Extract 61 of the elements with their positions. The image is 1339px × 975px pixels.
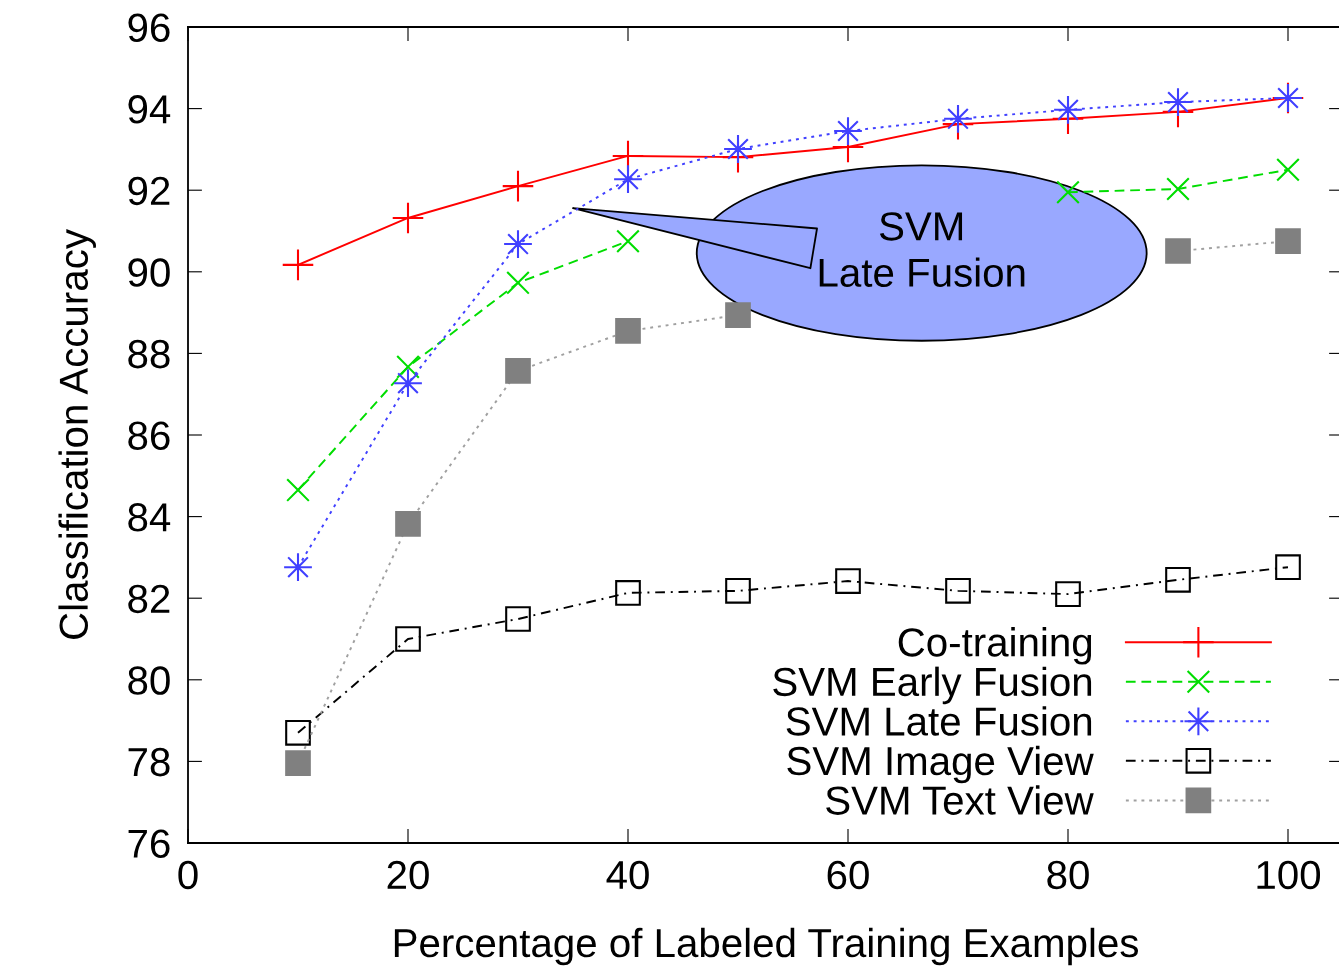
legend-label: SVM Early Fusion xyxy=(773,666,1092,705)
point xyxy=(1166,177,1190,201)
x-tick-label: 80 xyxy=(1047,860,1089,890)
y-tick-label: 80 xyxy=(128,666,170,695)
point xyxy=(1053,94,1083,125)
point xyxy=(615,580,641,606)
point xyxy=(833,116,863,146)
point xyxy=(393,368,423,399)
x-tick-label: 0 xyxy=(178,860,198,890)
x-tick-label: 60 xyxy=(827,860,869,890)
x-tick-label: 40 xyxy=(606,860,649,890)
legend-label: SVM Late Fusion xyxy=(786,706,1092,736)
y-tick-label: 92 xyxy=(128,176,170,206)
point xyxy=(506,270,530,295)
point xyxy=(1275,554,1301,581)
y-tick-label: 82 xyxy=(128,584,170,614)
point xyxy=(281,248,315,282)
point xyxy=(283,552,313,583)
point xyxy=(945,578,971,604)
point xyxy=(503,229,533,259)
y-tick-label: 86 xyxy=(128,421,170,450)
point xyxy=(395,626,421,652)
point xyxy=(835,568,861,594)
point xyxy=(505,358,531,384)
point xyxy=(391,201,425,235)
point xyxy=(1056,180,1080,205)
point xyxy=(1275,228,1301,255)
point xyxy=(285,719,311,746)
point xyxy=(615,318,641,344)
x-axis-title: Percentage of Labeled Training Examples xyxy=(394,927,1138,966)
point xyxy=(613,164,643,195)
y-tick-label: 88 xyxy=(128,339,170,369)
y-tick-label: 76 xyxy=(128,829,170,858)
point xyxy=(1276,157,1300,182)
point xyxy=(616,229,640,254)
point xyxy=(725,578,751,604)
point xyxy=(395,511,421,537)
legend-label: Co-training xyxy=(898,627,1092,665)
y-tick-label: 96 xyxy=(128,13,170,42)
point xyxy=(943,103,973,134)
x-tick-label: 20 xyxy=(387,860,429,890)
point xyxy=(1165,566,1191,593)
annotation: SVM Late Fusion xyxy=(819,212,1025,287)
point xyxy=(285,750,311,776)
point xyxy=(1163,87,1193,117)
point xyxy=(1055,581,1081,607)
point xyxy=(396,355,420,379)
y-tick-label: 94 xyxy=(128,95,171,124)
point xyxy=(723,134,753,164)
legend-label: SVM Image View xyxy=(787,745,1094,784)
point xyxy=(286,478,310,502)
legend-label: SVM Text View xyxy=(826,785,1094,815)
y-tick-label: 78 xyxy=(128,747,170,777)
point xyxy=(1165,238,1191,264)
y-tick-label: 84 xyxy=(128,503,171,532)
y-axis-title: Classification Accuracy xyxy=(58,229,96,639)
point xyxy=(505,606,531,632)
point xyxy=(725,302,751,328)
x-tick-label: 100 xyxy=(1257,860,1321,890)
y-tick-label: 90 xyxy=(128,258,170,287)
point xyxy=(501,169,535,203)
